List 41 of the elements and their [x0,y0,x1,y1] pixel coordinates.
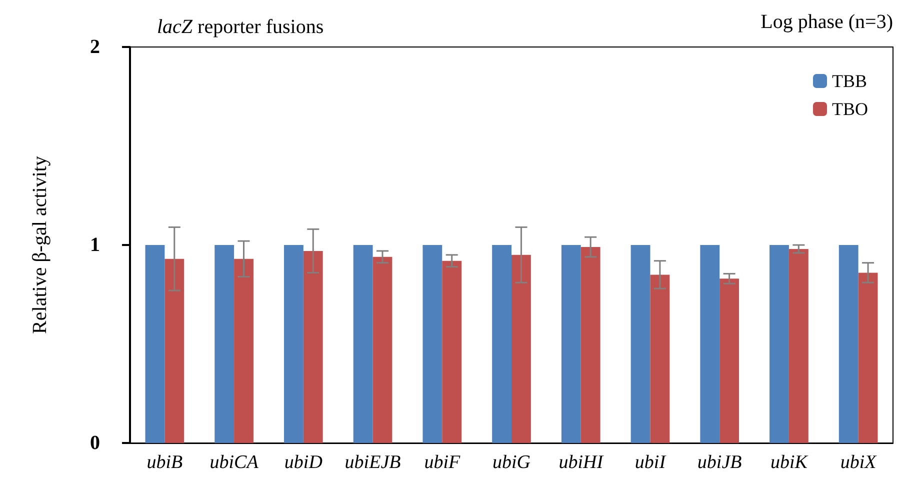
bar [372,256,392,443]
bar [788,248,808,443]
x-tick-label: ubiJB [697,452,742,473]
bar [630,245,650,443]
bar [720,278,740,443]
bar [303,250,323,443]
x-tick-label: ubiD [284,452,323,473]
legend-label: TBB [832,71,868,91]
bar [145,245,165,443]
bar [234,258,254,443]
chart-title: lacZ reporter fusions [157,16,324,38]
text: Log phase (n=3) [760,11,894,33]
bar [492,245,512,443]
x-tick-label: ubiG [492,452,531,473]
bar [650,274,670,443]
x-tick-label: ubiEJB [344,452,402,473]
bar [512,254,531,443]
bar [422,245,442,443]
x-tick-label: ubiK [770,452,809,473]
bar [580,246,600,443]
legend-label: TBO [832,99,868,119]
x-tick-label: ubiCA [210,452,259,473]
y-tick-label: 2 [90,36,100,58]
bar [561,245,581,443]
bar [284,245,304,443]
bar [770,245,789,443]
x-tick-label: ubiF [424,452,460,473]
x-tick-label: ubiX [840,452,878,473]
bar [164,258,184,443]
bar [353,245,373,443]
y-axis-title: Relative β-gal activity [29,156,51,334]
bar [858,272,878,443]
bar [442,260,462,443]
x-tick-label: ubiB [146,452,184,473]
y-tick-label: 1 [90,234,100,256]
bar [700,245,720,443]
x-tick-label: ubiI [634,452,668,473]
y-tick-label: 0 [90,432,100,454]
bar [838,245,858,443]
x-tick-label: ubiHI [558,452,605,473]
bar [214,245,234,443]
